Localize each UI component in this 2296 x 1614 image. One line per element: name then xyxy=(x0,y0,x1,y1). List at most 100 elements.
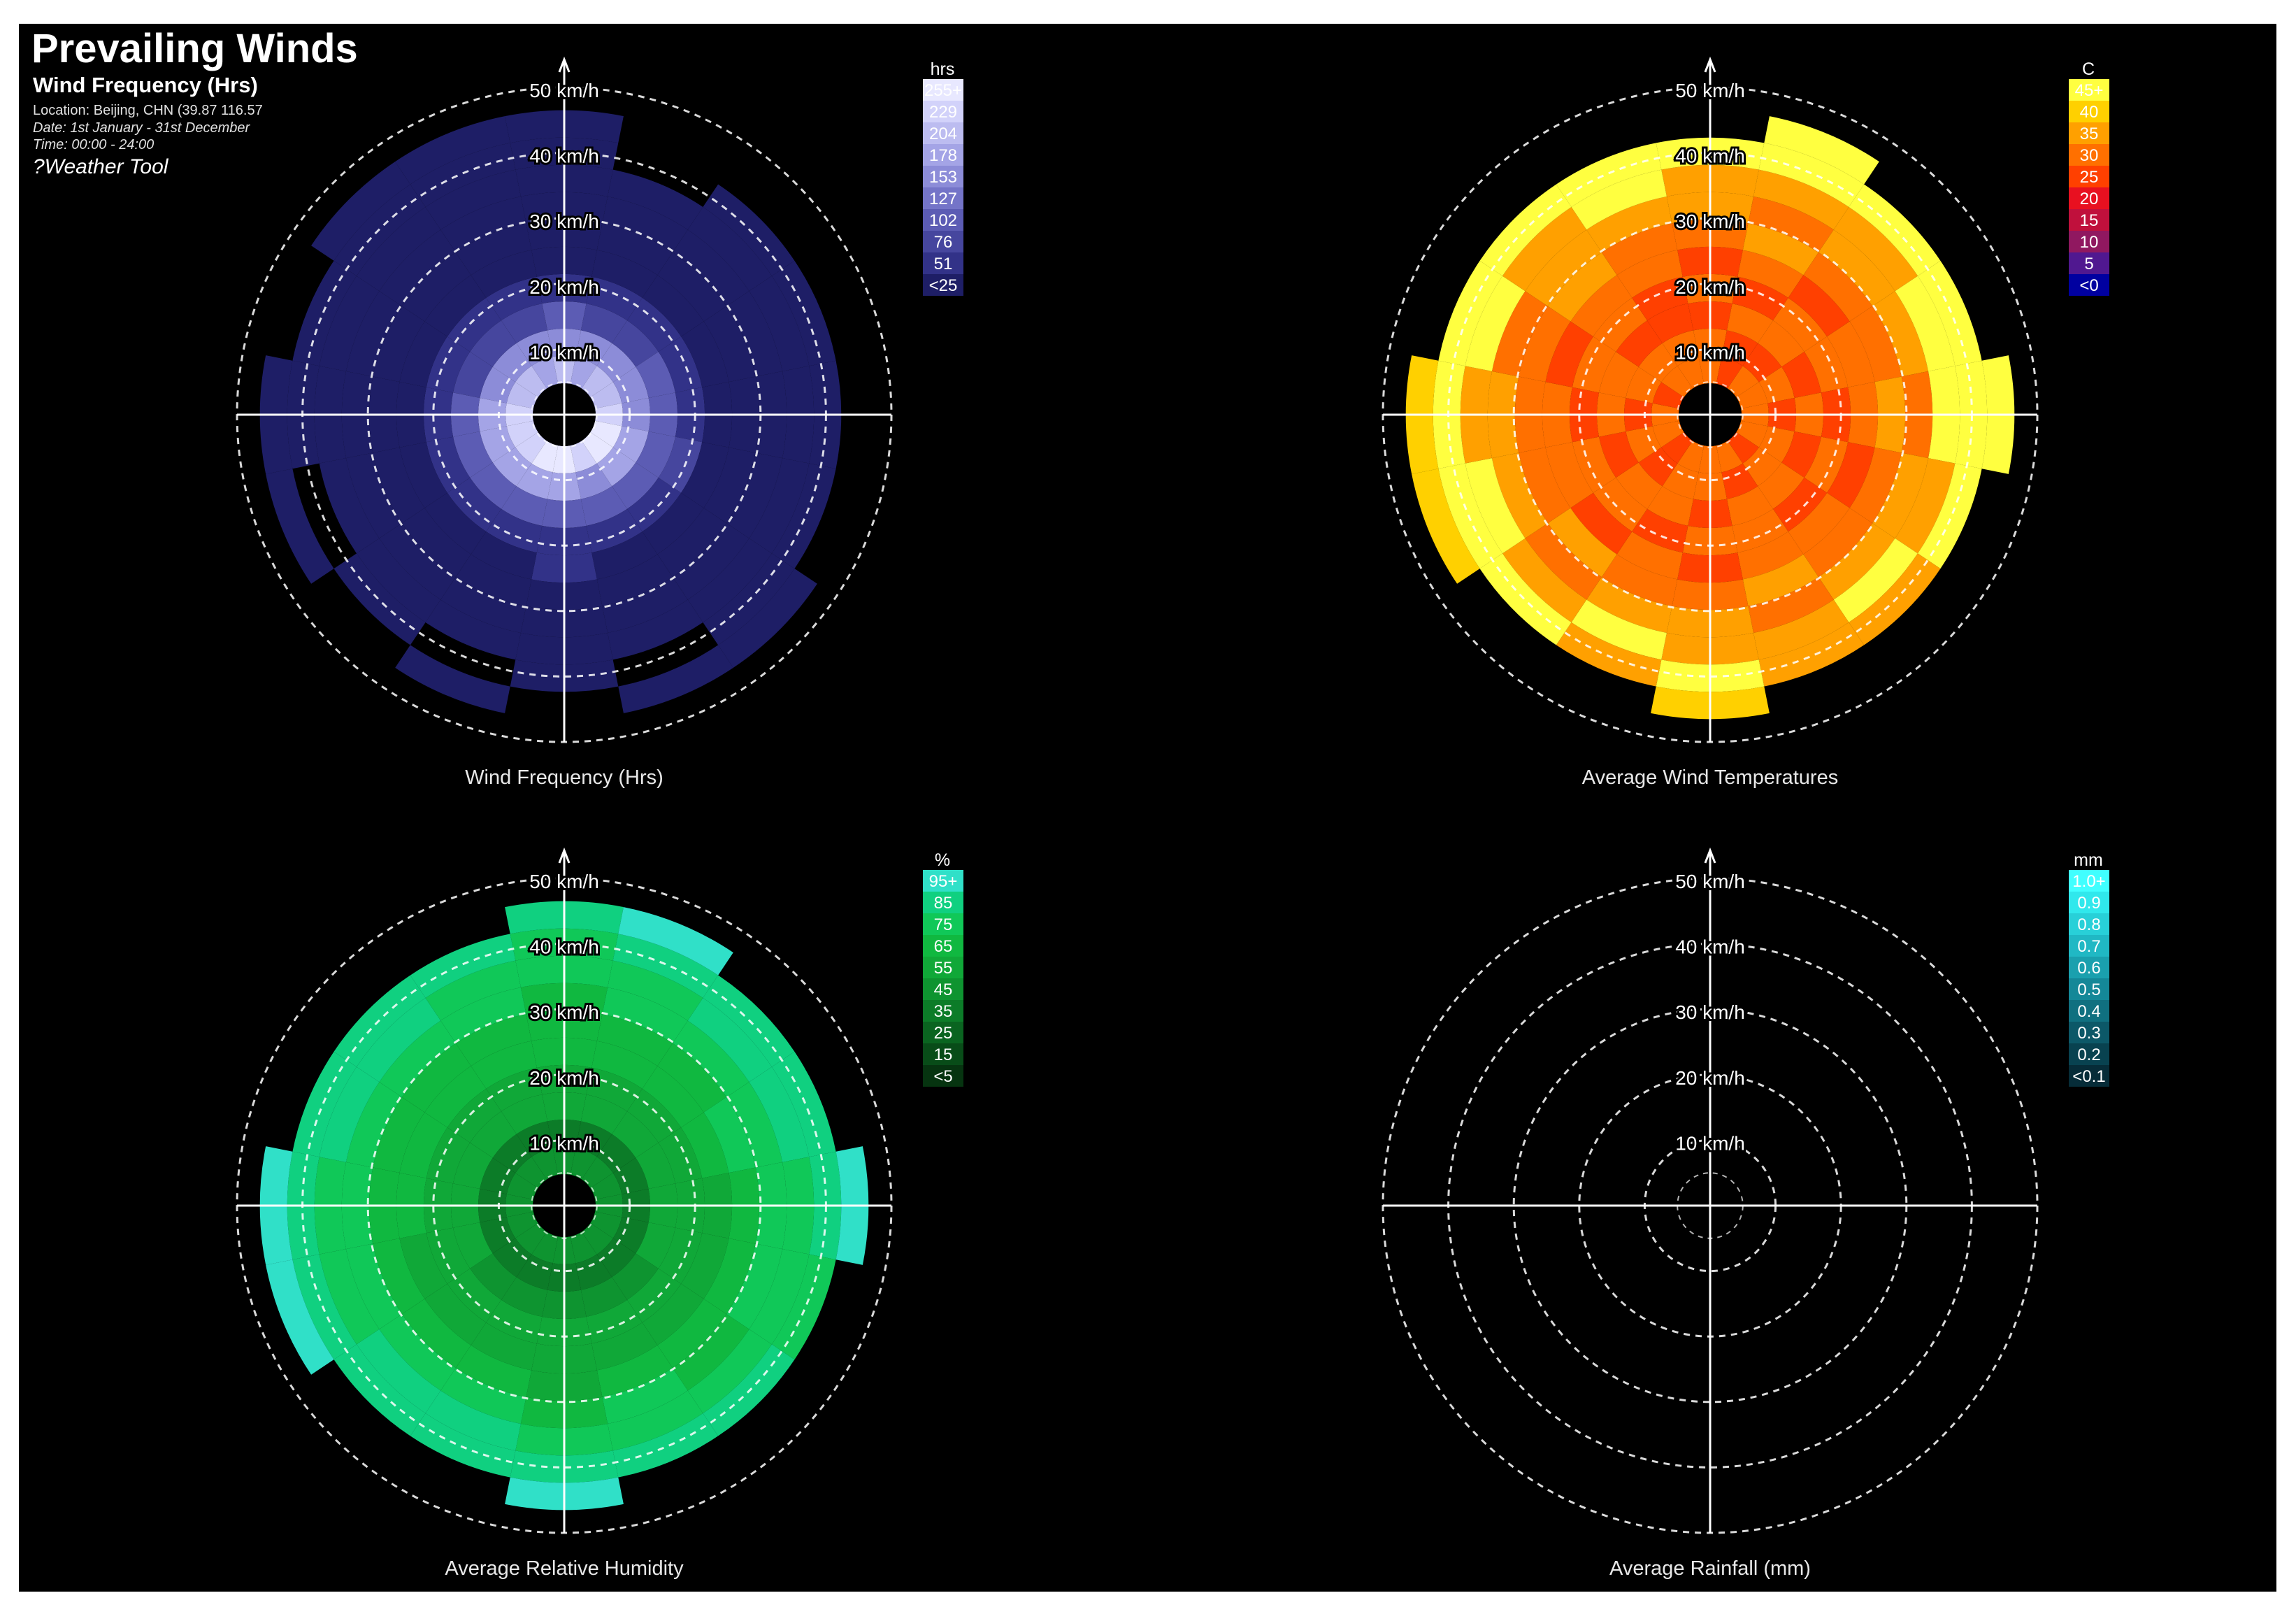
sector-cell xyxy=(506,382,538,409)
sector-cell xyxy=(1593,297,1647,352)
legend-swatch xyxy=(2069,166,2109,187)
sector-cell xyxy=(379,1314,456,1391)
sector-cell xyxy=(480,366,516,404)
sector-cell xyxy=(345,291,402,377)
sector-cell xyxy=(471,1041,537,1089)
sector-cell xyxy=(608,599,703,660)
sector-cell xyxy=(703,306,756,383)
sector-cell xyxy=(1547,252,1617,322)
speed-tick-label: 40 km/h xyxy=(1675,145,1745,167)
sector-cell xyxy=(345,452,402,538)
sector-cell xyxy=(515,431,547,464)
sector-cell xyxy=(486,508,543,553)
sector-cell xyxy=(1758,462,1804,509)
sector-cell xyxy=(1593,478,1647,532)
sector-cell xyxy=(612,462,659,509)
speed-tick-label: 10 km/h xyxy=(1675,1132,1745,1154)
legend-swatch xyxy=(2069,231,2109,252)
sector-cell xyxy=(455,1345,532,1397)
legend-label: 0.5 xyxy=(2077,980,2100,999)
sector-cell xyxy=(687,207,772,292)
legend-swatch xyxy=(923,870,963,892)
sector-cell xyxy=(608,1390,703,1451)
sector-cell xyxy=(1753,599,1849,660)
sector-cell xyxy=(703,447,756,524)
sector-cell xyxy=(453,1142,493,1190)
sector-cell xyxy=(516,463,553,499)
legend-label: <0.1 xyxy=(2072,1067,2105,1086)
legend-label: 76 xyxy=(934,233,953,252)
legend: % 95+ 85 75 65 55 45 35 25 15 <5 xyxy=(923,850,963,1087)
charts-canvas: 10 km/h 20 km/h 30 km/h 40 km/h 50 km/h Wind … xyxy=(236,56,2109,1580)
legend: mm 1.0+ 0.9 0.8 0.7 0.6 0.5 0.4 0.3 0.2 <0.1 xyxy=(2069,850,2109,1087)
sector-cell xyxy=(357,1329,441,1413)
sector-cell xyxy=(1626,366,1662,404)
sector-cell xyxy=(401,1043,471,1113)
sector-cell xyxy=(581,366,613,398)
sector-cell xyxy=(425,1390,521,1451)
sector-cell xyxy=(612,1157,649,1194)
legend-swatch xyxy=(2069,1000,2109,1022)
speed-tick-label: 20 km/h xyxy=(529,276,599,298)
sector-cell xyxy=(1804,436,1849,493)
sector-cell xyxy=(424,275,487,337)
legend-label: 15 xyxy=(2080,211,2099,230)
sector-cell xyxy=(1737,531,1804,580)
sector-cell xyxy=(687,1329,772,1413)
legend-swatch xyxy=(923,957,963,978)
legend-swatch xyxy=(2069,252,2109,274)
sector-cell xyxy=(453,431,493,478)
legend-swatch xyxy=(923,252,963,274)
sector-cell xyxy=(1917,260,1982,366)
chart-panel: 10 km/h 20 km/h 30 km/h 40 km/h 50 km/h Wind … xyxy=(19,24,2276,1592)
sector-cell xyxy=(1632,276,1688,321)
speed-tick-label: 50 km/h xyxy=(1675,871,1745,892)
sector-cell xyxy=(1571,599,1667,660)
sector-cell xyxy=(590,1173,622,1200)
legend-swatch xyxy=(2069,187,2109,209)
sector-cell xyxy=(596,1014,673,1066)
sector-cell xyxy=(1736,382,1768,409)
sector-cell xyxy=(486,1299,543,1344)
sector-cell xyxy=(618,907,733,976)
sector-cell xyxy=(627,297,682,352)
sector-cell xyxy=(1519,306,1571,383)
sector-cell xyxy=(575,1121,612,1157)
page-title: Prevailing Winds xyxy=(31,26,358,71)
legend-swatch xyxy=(2069,122,2109,144)
location-text: Location: Beijing, CHN (39.87 116.57 xyxy=(33,103,263,118)
speed-tick-label: 30 km/h xyxy=(1675,210,1745,232)
sector-cell xyxy=(516,330,553,366)
speed-tick-label: 10 km/h xyxy=(1675,341,1745,363)
sector-cell xyxy=(1917,463,1982,569)
sector-cell xyxy=(581,431,613,464)
chart-title: Wind Frequency (Hrs) xyxy=(465,766,663,789)
legend-label: 45+ xyxy=(2075,81,2104,100)
legend-label: 255+ xyxy=(924,81,962,100)
sector-cell xyxy=(673,1314,749,1391)
legend-label: 20 xyxy=(2080,190,2099,208)
sector-cell xyxy=(1638,447,1678,487)
speed-tick-label: 30 km/h xyxy=(529,210,599,232)
sector-cell xyxy=(1525,229,1602,306)
legend: hrs 255+ 229 204 178 153 127 102 76 51 <25 xyxy=(923,59,963,296)
sector-cell xyxy=(345,1082,402,1168)
legend-label: 0.4 xyxy=(2077,1002,2100,1021)
sector-cell xyxy=(1677,441,1705,473)
sector-cell xyxy=(1742,223,1819,276)
wind-rose-1: 10 km/h 20 km/h 30 km/h 40 km/h 50 km/h Wind … xyxy=(236,56,963,789)
sector-cell xyxy=(581,1222,613,1255)
sector-cell xyxy=(357,538,441,622)
sector-cell xyxy=(612,1413,719,1478)
sector-cell xyxy=(1502,538,1587,622)
sector-cell xyxy=(1662,463,1699,499)
legend-label: 35 xyxy=(2080,124,2099,143)
sector-cell xyxy=(642,1066,704,1128)
sector-cell xyxy=(1662,330,1699,366)
speed-tick-label: 10 km/h xyxy=(529,1132,599,1154)
sector-cell xyxy=(612,934,719,999)
sector-cell xyxy=(373,447,425,524)
sector-cell xyxy=(612,320,659,367)
sector-cell xyxy=(658,1227,703,1284)
north-arrow xyxy=(558,847,571,864)
